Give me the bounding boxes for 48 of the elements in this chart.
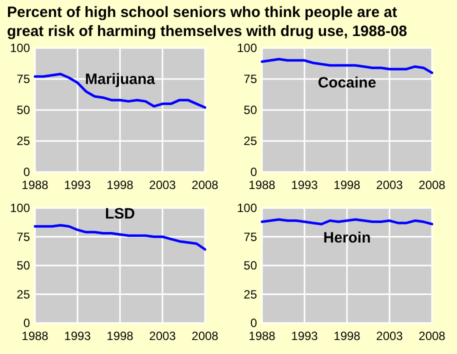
x-tick-label: 1998 (106, 178, 134, 192)
x-tick-label: 2008 (418, 178, 446, 192)
x-tick-label: 1988 (248, 329, 276, 343)
x-tick-label: 1988 (248, 178, 276, 192)
x-tick-label: 1993 (64, 329, 92, 343)
series-label: Marijuana (84, 71, 156, 88)
x-tick-label: 1988 (22, 329, 49, 343)
y-tick-label: 50 (244, 258, 258, 272)
x-tick-label: 2003 (149, 329, 176, 343)
line-series (34, 72, 206, 109)
y-tick-label: 25 (16, 134, 30, 148)
y-tick-label: 100 (10, 41, 30, 55)
series-label: Heroin (323, 230, 371, 247)
y-tick-label: 100 (10, 201, 30, 215)
y-tick-label: 25 (244, 134, 258, 148)
x-tick-label: 1998 (334, 329, 361, 343)
x-tick-label: 1998 (334, 178, 361, 192)
y-tick-label: 75 (244, 230, 258, 244)
y-tick-label: 25 (244, 287, 258, 302)
y-tick-label: 0 (250, 316, 258, 330)
chart-title: Percent of high school seniors who think people are at great risk of harming themselves with drug use, 1988-08 (7, 4, 408, 40)
x-tick-label: 1998 (106, 329, 134, 343)
series-label: LSD (105, 205, 136, 222)
x-tick-label: 2003 (376, 178, 404, 192)
x-tick-label: 1993 (64, 178, 92, 192)
y-tick-label: 0 (23, 316, 30, 330)
line-series (34, 224, 206, 251)
y-tick-label: 50 (244, 103, 258, 117)
y-tick-label: 0 (250, 165, 258, 179)
x-tick-label: 1988 (22, 178, 49, 192)
y-tick-label: 75 (16, 72, 30, 86)
x-tick-label: 1993 (291, 329, 318, 343)
y-tick-label: 0 (23, 165, 30, 179)
x-tick-label: 2008 (192, 178, 219, 192)
y-tick-label: 50 (16, 258, 30, 272)
y-tick-label: 75 (16, 230, 30, 244)
x-tick-label: 2003 (376, 329, 404, 343)
line-series (260, 58, 434, 74)
y-tick-label: 100 (236, 201, 258, 215)
x-tick-label: 2008 (192, 329, 219, 343)
x-tick-label: 1993 (291, 178, 318, 192)
x-tick-label: 2003 (149, 178, 176, 192)
y-tick-label: 75 (244, 72, 258, 86)
y-tick-label: 50 (16, 103, 30, 117)
y-tick-label: 25 (16, 287, 30, 302)
x-tick-label: 2008 (418, 329, 446, 343)
series-label: Cocaine (318, 74, 376, 92)
y-tick-label: 100 (236, 41, 258, 55)
